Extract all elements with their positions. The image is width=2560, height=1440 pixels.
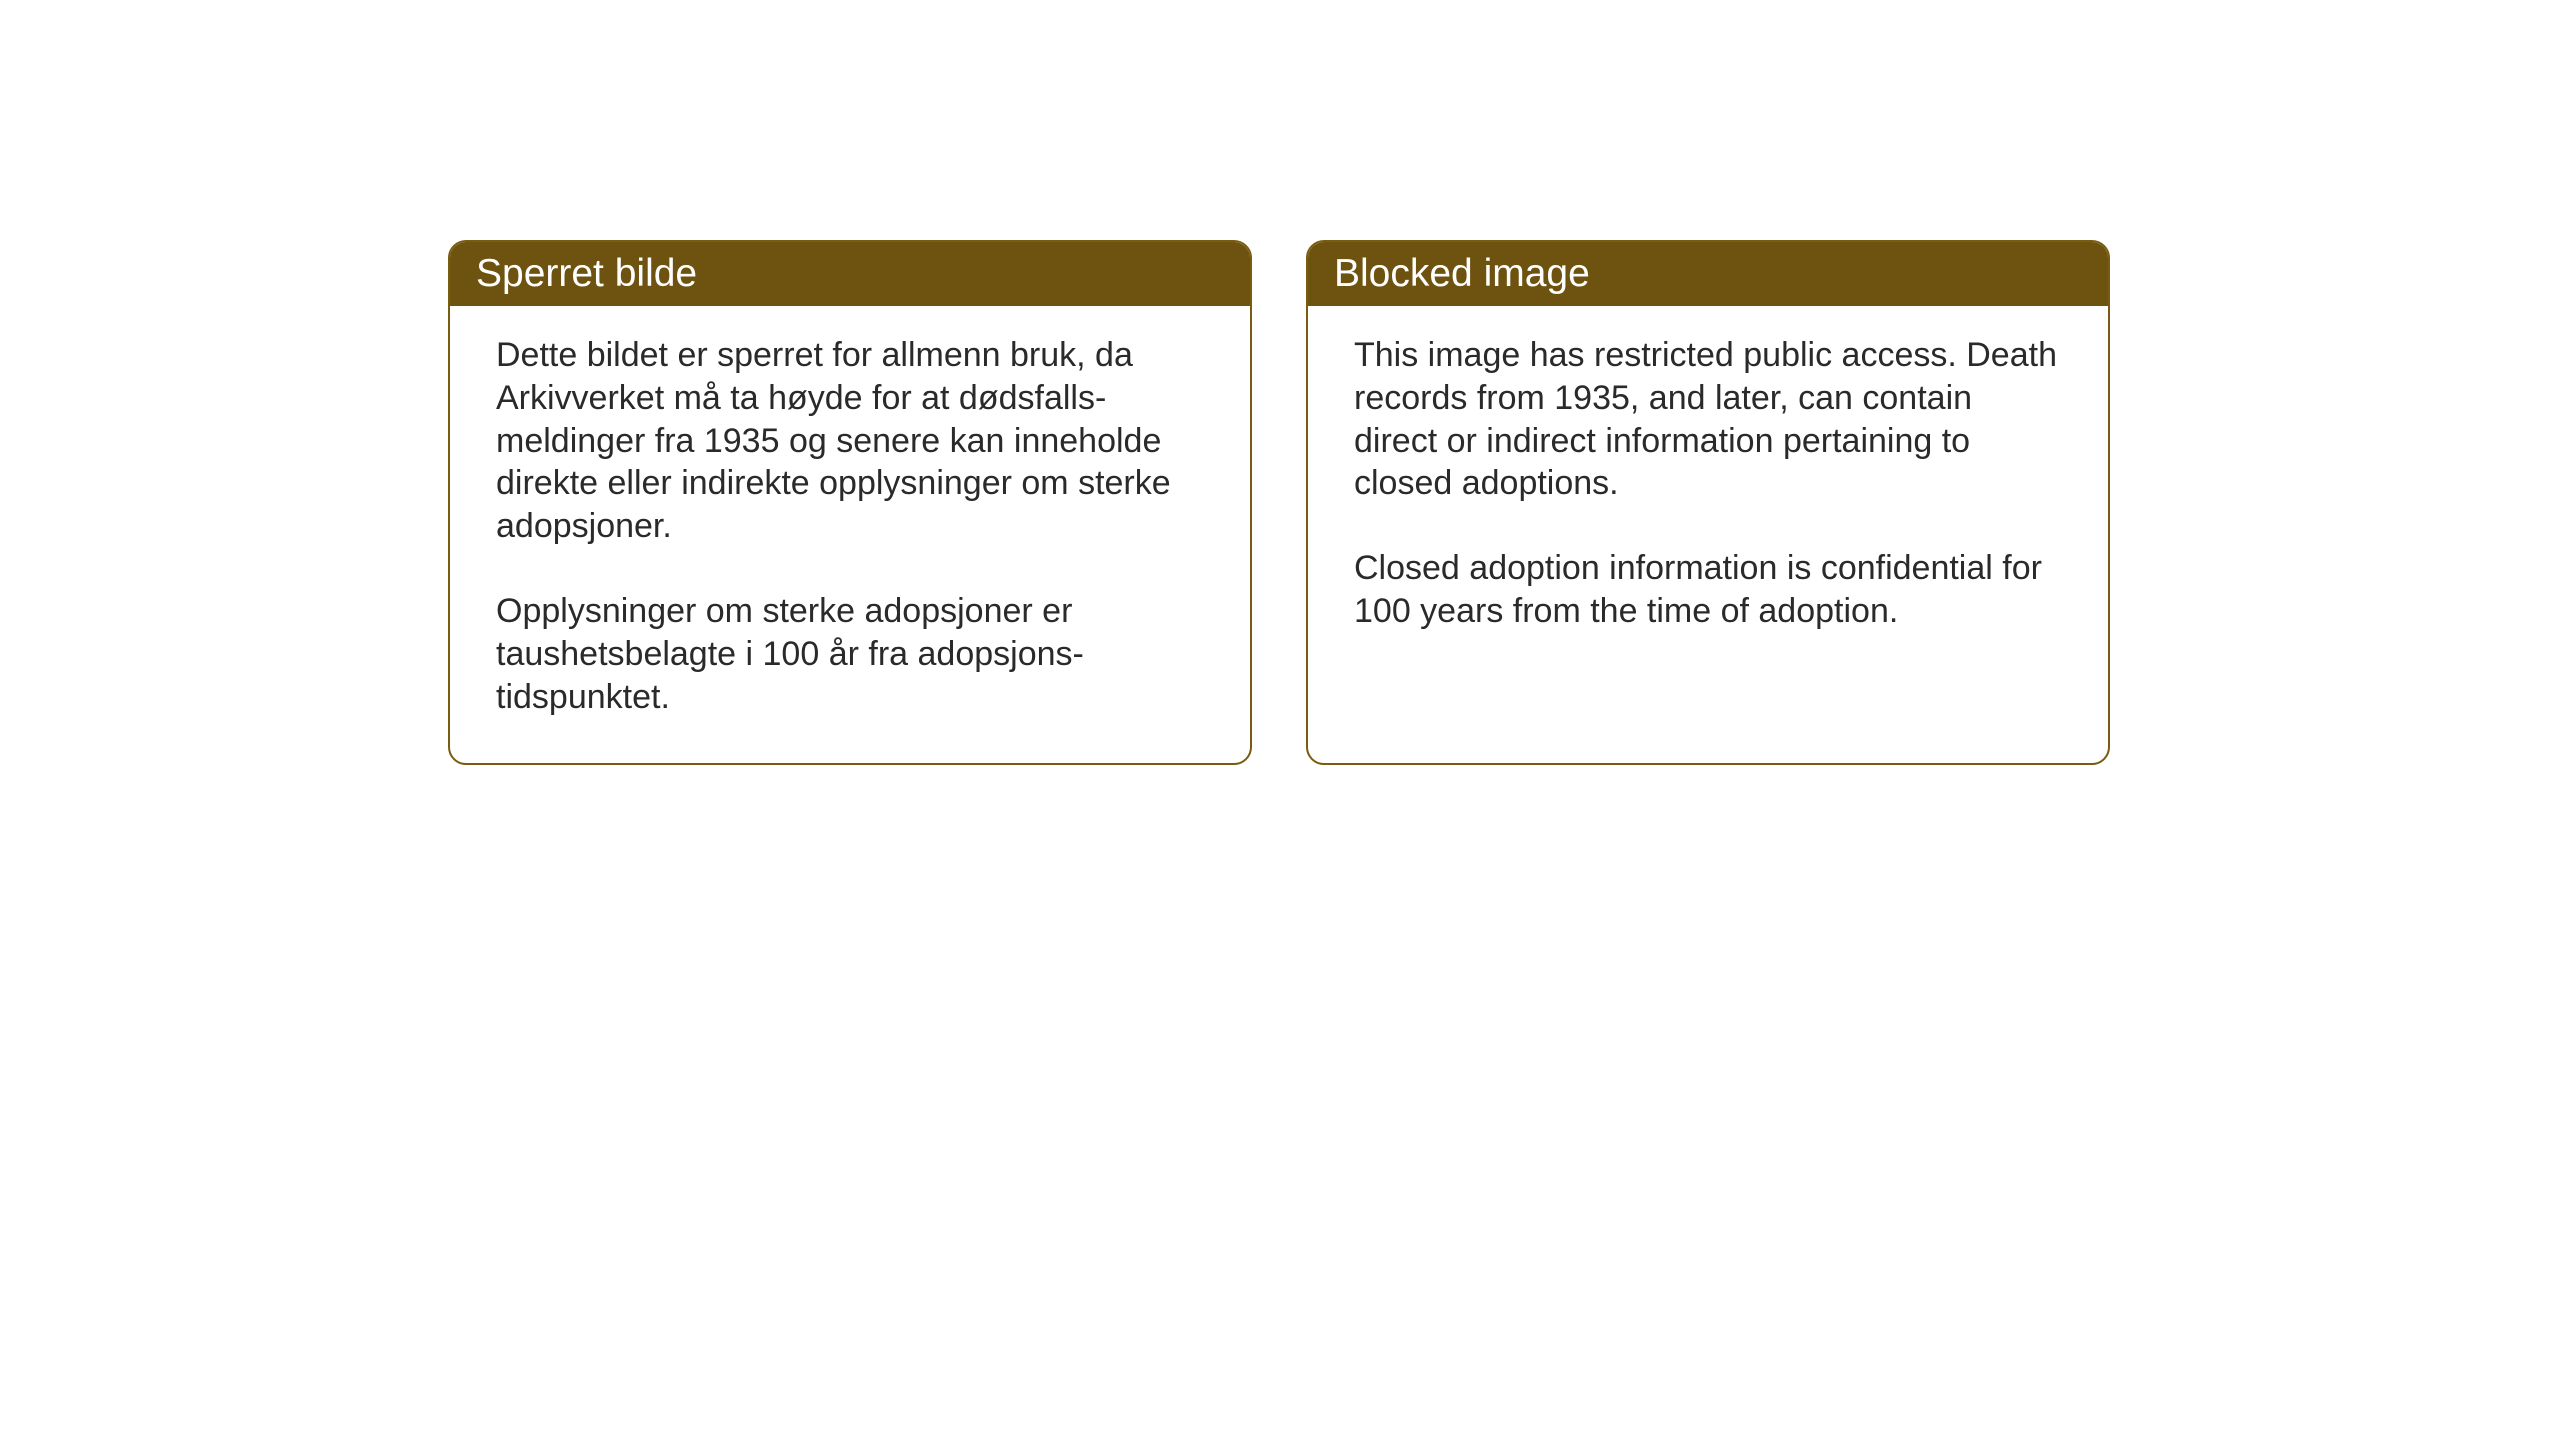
card-paragraph-norwegian-2: Opplysninger om sterke adopsjoner er tau… <box>496 590 1204 718</box>
card-title-english: Blocked image <box>1334 252 1590 295</box>
card-paragraph-norwegian-1: Dette bildet er sperret for allmenn bruk… <box>496 334 1204 548</box>
card-title-norwegian: Sperret bilde <box>476 252 697 295</box>
info-cards-container: Sperret bilde Dette bildet er sperret fo… <box>448 240 2110 765</box>
card-norwegian: Sperret bilde Dette bildet er sperret fo… <box>448 240 1252 765</box>
card-body-english: This image has restricted public access.… <box>1308 306 2108 677</box>
card-body-norwegian: Dette bildet er sperret for allmenn bruk… <box>450 306 1250 763</box>
card-header-english: Blocked image <box>1308 242 2108 306</box>
card-header-norwegian: Sperret bilde <box>450 242 1250 306</box>
card-english: Blocked image This image has restricted … <box>1306 240 2110 765</box>
card-paragraph-english-1: This image has restricted public access.… <box>1354 334 2062 505</box>
card-paragraph-english-2: Closed adoption information is confident… <box>1354 547 2062 633</box>
